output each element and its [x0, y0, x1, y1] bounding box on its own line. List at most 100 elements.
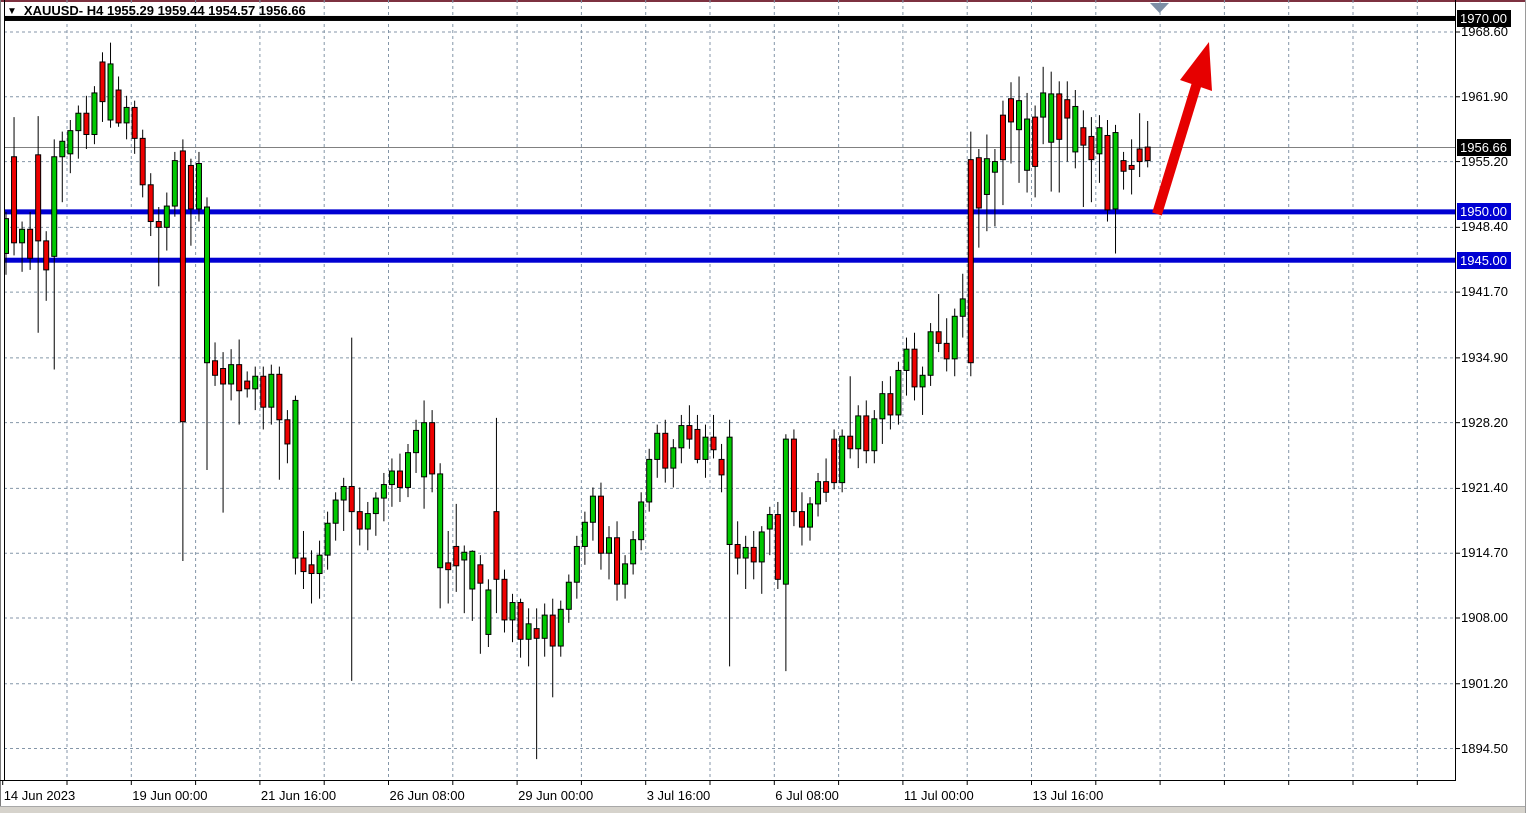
candle-body — [1064, 99, 1071, 119]
candle-body — [139, 137, 146, 186]
candle-body — [300, 557, 307, 573]
price-tick-label: 1941.70 — [1461, 284, 1508, 300]
candle-body — [831, 438, 838, 484]
candle-body — [541, 614, 548, 639]
chart-title: ▼ XAUUSD- H4 1955.29 1959.44 1954.57 1956… — [7, 3, 306, 18]
candle-body — [131, 106, 138, 139]
candle-body — [927, 331, 934, 376]
trend-arrow-shaft — [1152, 81, 1202, 216]
price-tick-label: 1968.60 — [1461, 24, 1508, 39]
candle-body — [1120, 160, 1127, 172]
trend-arrow[interactable] — [1152, 42, 1212, 216]
candle-body — [823, 481, 830, 493]
time-tick-label: 3 Jul 16:00 — [646, 788, 711, 803]
candle-body — [839, 435, 846, 484]
candle-body — [75, 112, 82, 132]
candle-body — [155, 221, 162, 228]
candle-body — [871, 418, 878, 452]
candle-body — [718, 458, 725, 476]
scroll-marker-icon[interactable] — [1150, 3, 1169, 13]
candle-body — [276, 373, 283, 421]
candle-body — [798, 511, 805, 528]
candle-body — [1072, 105, 1079, 153]
candle-body — [179, 150, 186, 423]
candle-body — [204, 206, 210, 364]
candle-body — [573, 545, 580, 583]
candle-body — [662, 432, 669, 469]
candle-body — [686, 425, 693, 440]
price-tick-label: 1934.90 — [1461, 349, 1508, 365]
candle-body — [308, 564, 315, 575]
candle-body — [99, 61, 106, 103]
candle-body — [228, 364, 235, 385]
candle-body — [421, 422, 428, 478]
candle-body — [236, 364, 243, 392]
candle-body — [581, 521, 588, 547]
candle-body — [967, 159, 974, 364]
candle-body — [413, 429, 420, 454]
price-tick-label: 1908.00 — [1461, 610, 1508, 625]
candle-body — [646, 458, 653, 503]
candle-body — [911, 348, 918, 388]
candle-body — [589, 495, 596, 523]
candle-body — [405, 452, 411, 488]
price-axis[interactable]: 1968.60 1961.90 1955.20 1948.40 1941.70 1934.… — [1456, 0, 1525, 806]
candle-body — [27, 228, 34, 259]
candle-body — [1040, 92, 1047, 118]
candle-body — [991, 161, 998, 173]
support-line-1950.00[interactable] — [4, 209, 1455, 215]
time-axis[interactable]: 14 Jun 2023 19 Jun 00:00 21 Jun 16:00 26 Ju… — [0, 780, 1456, 806]
price-level-badge: 1945.00 — [1457, 251, 1511, 269]
candle-body — [1016, 100, 1023, 131]
candle-body — [919, 374, 926, 388]
support-line-1945.00[interactable] — [4, 257, 1455, 263]
candle-body — [903, 348, 910, 371]
candle-body — [694, 428, 701, 460]
time-tick-label: 13 Jul 16:00 — [1032, 788, 1104, 803]
candle-body — [493, 511, 500, 580]
candle-body — [35, 154, 42, 242]
candle-body — [983, 158, 990, 195]
candle-body — [316, 554, 323, 575]
candle-body — [1008, 98, 1014, 123]
resistance-line-1970.00[interactable] — [4, 15, 1455, 21]
candle-body — [147, 184, 154, 223]
candle-body — [879, 393, 886, 420]
candles-layer — [5, 42, 1151, 760]
candle-body — [187, 164, 194, 210]
candle-body — [67, 130, 74, 155]
candle-body — [388, 470, 395, 486]
current-price-badge: 1956.66 — [1457, 138, 1511, 156]
candle-body — [1056, 93, 1063, 140]
candle-body — [1032, 116, 1039, 167]
candle-body — [774, 514, 781, 580]
candle-body — [597, 495, 604, 554]
candle-body — [91, 92, 98, 136]
candle-body — [1112, 132, 1119, 210]
candle-body — [959, 298, 966, 317]
candle-body — [453, 545, 460, 567]
candle-body — [702, 436, 709, 460]
price-level-badge: 1970.00 — [1457, 9, 1511, 27]
time-tick-label: 6 Jul 08:00 — [775, 788, 839, 803]
candle-body — [758, 531, 765, 563]
candle-body — [1024, 118, 1031, 171]
symbol-menu-icon[interactable]: ▼ — [7, 6, 17, 17]
window-bottom-edge — [0, 806, 1525, 813]
candle-body — [324, 522, 331, 556]
candle-body — [380, 484, 387, 499]
candle-body — [750, 546, 757, 563]
time-tick-label: 29 Jun 00:00 — [518, 788, 594, 803]
candle-body — [364, 513, 371, 530]
candle-body — [485, 589, 492, 635]
grid-layer — [5, 0, 1455, 780]
candle-body — [429, 422, 436, 475]
candle-body — [935, 331, 942, 344]
time-tick-label: 26 Jun 08:00 — [389, 788, 465, 803]
candle-body — [766, 514, 773, 530]
candle-body — [123, 106, 130, 124]
candle-body — [863, 415, 870, 452]
candle-body — [372, 497, 379, 515]
